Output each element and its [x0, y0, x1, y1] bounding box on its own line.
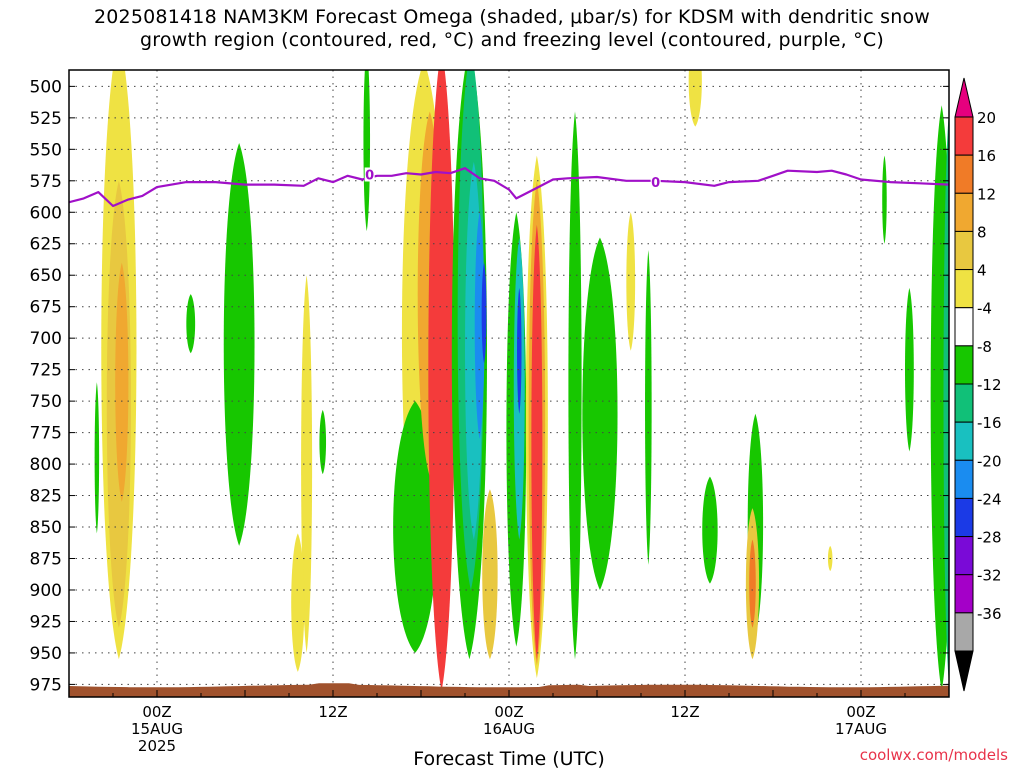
colorbar-block-5	[954, 307, 974, 347]
omega-area-39	[943, 111, 949, 685]
x-tick-label: 2025	[138, 737, 176, 755]
x-tick-label: 12Z	[670, 703, 699, 721]
colorbar-label: -8	[977, 338, 992, 356]
omega-area-2	[115, 262, 129, 502]
y-tick-label: 550	[30, 140, 62, 160]
credit-text: coolwx.com/models	[860, 746, 1008, 764]
x-tick-label: 00Z	[142, 703, 171, 721]
freezing-label-bg-1	[650, 175, 661, 190]
y-tick-label: 900	[30, 581, 62, 601]
y-tick-label: 525	[30, 109, 62, 129]
freezing-level-label: 0	[365, 169, 374, 184]
colorbar-block-6	[954, 345, 974, 385]
y-tick-label: 700	[30, 329, 62, 349]
colorbar-block-8	[954, 421, 974, 461]
chart-title: 2025081418 NAM3KM Forecast Omega (shaded…	[0, 6, 1024, 52]
omega-area-4	[291, 533, 305, 672]
x-tick-label: 17AUG	[835, 720, 887, 738]
y-tick-label: 750	[30, 392, 62, 412]
y-tick-label: 800	[30, 455, 62, 475]
freezing-level-label: 0	[651, 176, 660, 191]
colorbar-block-12	[954, 574, 974, 614]
y-tick-label: 825	[30, 487, 62, 507]
y-tick-label: 875	[30, 550, 62, 570]
omega-area-5	[223, 143, 255, 546]
y-tick-label: 500	[30, 77, 62, 97]
colorbar-block-1	[954, 154, 974, 194]
x-tick-label: 15AUG	[131, 720, 183, 738]
omega-area-22	[517, 287, 522, 414]
colorbar-label: -24	[977, 490, 1002, 508]
y-tick-label: 625	[30, 235, 62, 255]
omega-area-38	[930, 105, 949, 691]
colorbar-block-13	[954, 612, 974, 652]
y-tick-label: 650	[30, 266, 62, 286]
omega-area-31	[702, 476, 718, 584]
colorbar-block-9	[954, 459, 974, 499]
omega-area-11	[393, 401, 438, 653]
omega-area-26	[568, 111, 582, 660]
colorbar-block-4	[954, 269, 974, 309]
colorbar-block-7	[954, 383, 974, 423]
colorbar-label: -12	[977, 376, 1002, 394]
colorbar-label: -20	[977, 452, 1002, 470]
colorbar-block-0	[954, 116, 974, 156]
colorbar-label: 4	[977, 262, 987, 280]
omega-area-29	[645, 250, 652, 565]
x-axis-label: Forecast Time (UTC)	[413, 748, 604, 768]
y-tick-label: 925	[30, 612, 62, 632]
omega-area-36	[882, 155, 887, 244]
omega-area-27	[626, 212, 636, 351]
x-tick-label: 12Z	[318, 703, 347, 721]
y-tick-label: 975	[30, 675, 62, 695]
omega-area-30	[688, 70, 702, 127]
omega-area-7	[319, 409, 327, 475]
colorbar-block-3	[954, 230, 974, 271]
colorbar-label: -32	[977, 567, 1002, 585]
omega-area-34	[749, 539, 756, 628]
y-tick-label: 600	[30, 203, 62, 223]
colorbar-bottom-arrow	[954, 650, 974, 692]
y-tick-label: 675	[30, 298, 62, 318]
title-line-2: growth region (contoured, red, °C) and f…	[140, 29, 884, 51]
y-tick-label: 775	[30, 424, 62, 444]
omega-area-25	[531, 224, 543, 660]
omega-area-13	[428, 70, 455, 691]
omega-area-17	[474, 212, 485, 439]
omega-area-9	[363, 70, 371, 232]
y-tick-label: 950	[30, 644, 62, 664]
colorbar-label: -4	[977, 300, 992, 318]
x-tick-label: 16AUG	[483, 720, 535, 738]
colorbar: 20 16 12 8 4 -4 -8 -12 -16 -20 -24 -28 -32 -36	[954, 77, 1002, 692]
freezing-label-bg-0	[364, 167, 375, 182]
colorbar-label: 20	[977, 109, 996, 127]
colorbar-label: 16	[977, 147, 996, 165]
freezing-level-line	[69, 167, 949, 208]
omega-area-28	[582, 237, 618, 590]
freezing-level-contour: 00	[69, 167, 949, 208]
colorbar-label: -36	[977, 605, 1002, 623]
colorbar-label: -16	[977, 414, 1002, 432]
colorbar-block-10	[954, 497, 974, 538]
colorbar-block-2	[954, 192, 974, 232]
colorbar-block-11	[954, 536, 974, 576]
colorbar-top-arrow	[954, 77, 974, 118]
x-tick-label: 00Z	[494, 703, 523, 721]
x-tick-label: 00Z	[846, 703, 875, 721]
grid	[69, 70, 949, 697]
y-tick-label: 850	[30, 518, 62, 538]
colorbar-label: -28	[977, 529, 1002, 547]
omega-area-19	[482, 489, 498, 660]
omega-area-37	[905, 287, 914, 452]
y-axis: 500 525 550 575 600 625 650 675 700 725 750 775 800 8…	[30, 77, 949, 695]
colorbar-label: 12	[977, 185, 996, 203]
y-tick-label: 575	[30, 172, 62, 192]
title-line-1: 2025081418 NAM3KM Forecast Omega (shaded…	[93, 6, 931, 28]
colorbar-label: 8	[977, 223, 987, 241]
y-tick-label: 725	[30, 361, 62, 381]
